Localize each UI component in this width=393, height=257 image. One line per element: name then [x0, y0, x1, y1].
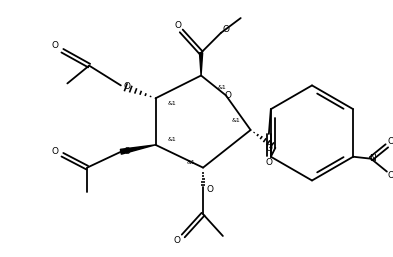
Text: O: O [387, 137, 393, 146]
Text: O: O [223, 25, 230, 34]
Polygon shape [120, 145, 156, 154]
Text: O: O [175, 22, 182, 31]
Text: &1: &1 [167, 137, 176, 142]
Text: O: O [124, 147, 131, 156]
Text: O: O [173, 236, 180, 245]
Text: &1: &1 [167, 101, 176, 106]
Text: O: O [51, 147, 59, 156]
Text: O: O [206, 185, 213, 194]
Text: O: O [387, 171, 393, 180]
Text: &1: &1 [186, 160, 195, 165]
Text: O: O [265, 144, 272, 153]
Text: O: O [265, 158, 272, 167]
Text: &1: &1 [232, 118, 241, 123]
Polygon shape [200, 53, 203, 76]
Text: O: O [124, 82, 131, 91]
Text: O: O [51, 41, 59, 50]
Text: O: O [224, 91, 231, 100]
Text: &1: &1 [218, 85, 227, 90]
Text: N: N [369, 154, 375, 163]
